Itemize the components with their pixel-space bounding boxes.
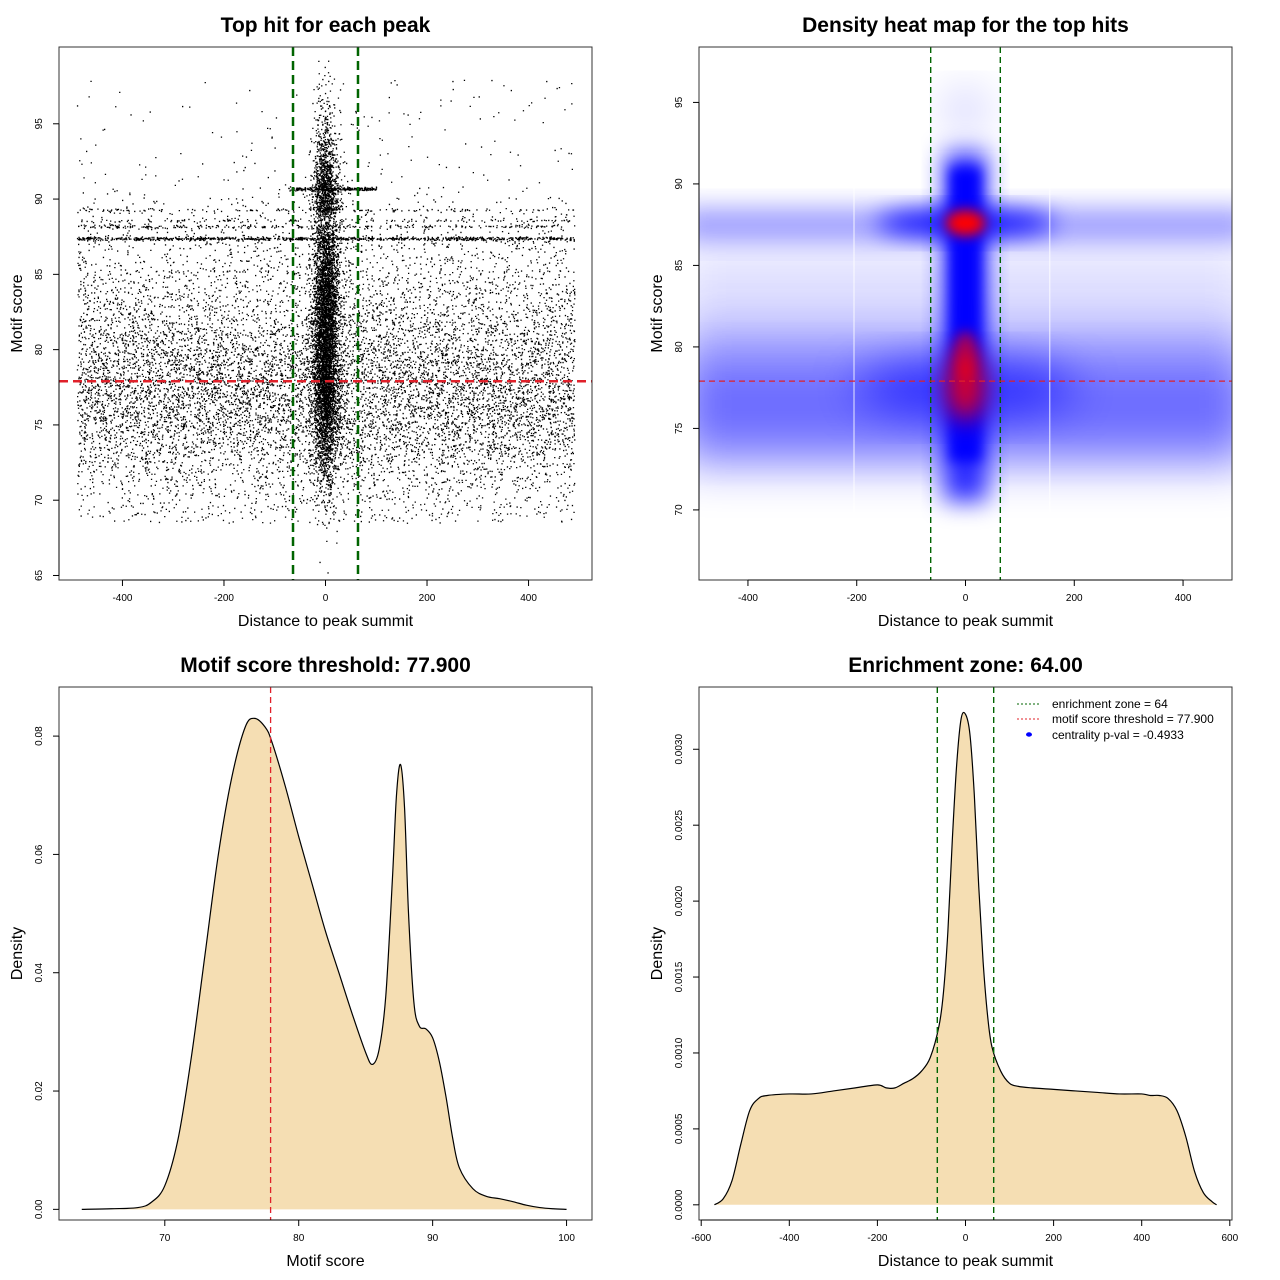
density-fill <box>714 712 1217 1205</box>
x-tick-label: -400 <box>112 593 132 604</box>
y-tick-label: 75 <box>34 419 45 431</box>
chart-title: Top hit for each peak <box>221 14 431 37</box>
y-axis-label: Motif score <box>649 274 666 352</box>
legend-label: centrality p-val = -0.4933 <box>1052 728 1184 742</box>
x-tick-label: -400 <box>738 593 758 604</box>
reference-lines <box>936 687 995 1220</box>
chart-title: Enrichment zone: 64.00 <box>848 654 1083 677</box>
x-axis-label: Distance to peak summit <box>878 1253 1054 1270</box>
y-axis-label: Density <box>9 927 26 980</box>
y-tick-label: 75 <box>674 422 685 434</box>
x-tick-label: 400 <box>520 593 537 604</box>
x-tick-label: -200 <box>867 1233 887 1244</box>
density-heatmap <box>699 90 1232 520</box>
x-axis: -400 -200 0 200 400 <box>738 579 1192 604</box>
x-axis-label: Motif score <box>286 1253 364 1270</box>
x-tick-label: -200 <box>847 593 867 604</box>
y-axis: 0.0000 0.0005 0.0010 0.0015 0.0020 0.0025 0.00… <box>674 734 700 1220</box>
x-tick-label: 70 <box>159 1233 171 1244</box>
y-tick-label: 95 <box>674 96 685 108</box>
x-tick-label: 400 <box>1175 593 1192 604</box>
density-area <box>81 717 567 1210</box>
x-tick-label: 90 <box>427 1233 439 1244</box>
scatter-point-cloud <box>76 60 576 574</box>
y-axis-label: Motif score <box>9 274 26 352</box>
chart-title: Density heat map for the top hits <box>802 14 1129 37</box>
x-axis-label: Distance to peak summit <box>238 613 414 630</box>
y-tick-label: 90 <box>674 178 685 190</box>
heat-blobs <box>699 90 1232 502</box>
density-curve <box>714 711 1217 1206</box>
reference-lines <box>59 47 592 580</box>
density-area <box>714 711 1217 1206</box>
x-axis: 70 80 90 100 <box>159 1219 575 1244</box>
reference-lines <box>699 47 1232 580</box>
y-tick-label: 90 <box>34 193 45 205</box>
heat-peak-high <box>945 210 986 237</box>
legend-label: motif score threshold = 77.900 <box>1052 712 1214 726</box>
y-tick-label: 0.04 <box>34 963 45 983</box>
y-tick-label: 0.0015 <box>674 961 685 992</box>
x-tick-label: -200 <box>214 593 234 604</box>
x-tick-label: -600 <box>691 1233 711 1244</box>
x-tick-label: 600 <box>1221 1233 1238 1244</box>
density-curve <box>81 717 567 1210</box>
heat-column-top <box>947 90 984 131</box>
y-tick-label: 95 <box>34 118 45 130</box>
panel-score-density: Motif score threshold: 77.900 70 80 90 100 … <box>9 654 593 1270</box>
chart-title: Motif score threshold: 77.900 <box>180 654 471 677</box>
x-tick-label: 100 <box>558 1233 575 1244</box>
y-tick-label: 65 <box>34 569 45 581</box>
y-tick-label: 80 <box>674 341 685 353</box>
y-tick-label: 70 <box>674 504 685 516</box>
panel-scatter: Top hit for each peak -400 -200 0 200 400 65… <box>9 14 593 630</box>
x-tick-label: 0 <box>323 593 329 604</box>
y-axis: 65 70 75 80 85 90 95 <box>34 118 60 581</box>
x-tick-label: -400 <box>779 1233 799 1244</box>
y-tick-label: 0.0025 <box>674 809 685 840</box>
y-tick-label: 85 <box>674 259 685 271</box>
y-axis-label: Density <box>649 927 666 980</box>
y-tick-label: 0.0005 <box>674 1113 685 1144</box>
panel-heatmap: Density heat map for the top hits -400 -2… <box>649 14 1233 630</box>
legend-label: enrichment zone = 64 <box>1052 697 1168 711</box>
legend-swatch-pval <box>1026 732 1032 737</box>
y-tick-label: 0.0030 <box>674 734 685 765</box>
y-tick-label: 85 <box>34 268 45 280</box>
heat-peak-low-core <box>953 331 978 380</box>
y-tick-label: 0.0000 <box>674 1189 685 1220</box>
panel-distance-density: Enrichment zone: 64.00 -600 -400 -200 0 200 4… <box>649 654 1239 1270</box>
x-axis: -600 -400 -200 0 200 400 600 <box>691 1219 1239 1244</box>
y-axis: 70 75 80 85 90 95 <box>674 96 700 516</box>
y-tick-label: 0.0010 <box>674 1037 685 1068</box>
x-axis: -400 -200 0 200 400 <box>112 579 537 604</box>
legend: enrichment zone = 64 motif score thresho… <box>1017 697 1214 742</box>
y-tick-label: 0.00 <box>34 1199 45 1219</box>
x-axis-label: Distance to peak summit <box>878 613 1054 630</box>
x-tick-label: 0 <box>963 593 969 604</box>
y-tick-label: 80 <box>34 344 45 356</box>
y-tick-label: 0.08 <box>34 726 45 746</box>
x-tick-label: 80 <box>293 1233 305 1244</box>
y-tick-label: 0.02 <box>34 1081 45 1101</box>
x-tick-label: 400 <box>1133 1233 1150 1244</box>
x-tick-label: 200 <box>419 593 436 604</box>
scatter-points <box>76 60 576 574</box>
y-tick-label: 70 <box>34 494 45 506</box>
y-axis: 0.00 0.02 0.04 0.06 0.08 <box>34 726 60 1219</box>
x-tick-label: 0 <box>963 1233 969 1244</box>
x-tick-label: 200 <box>1066 593 1083 604</box>
density-fill <box>81 718 567 1210</box>
x-tick-label: 200 <box>1045 1233 1062 1244</box>
y-tick-label: 0.06 <box>34 844 45 864</box>
y-tick-label: 0.0020 <box>674 885 685 916</box>
